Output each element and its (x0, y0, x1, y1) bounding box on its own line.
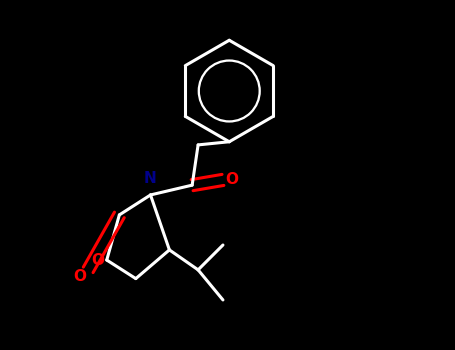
Text: O: O (225, 173, 238, 187)
Text: O: O (91, 253, 105, 267)
Text: O: O (73, 270, 86, 284)
Text: N: N (144, 171, 157, 186)
